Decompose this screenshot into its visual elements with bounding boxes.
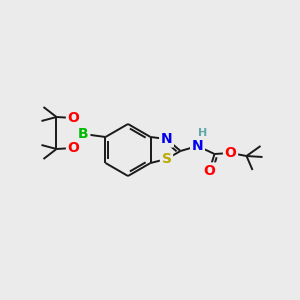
Text: H: H	[198, 128, 207, 138]
Text: N: N	[192, 139, 203, 153]
Text: O: O	[68, 111, 80, 125]
Text: S: S	[161, 152, 172, 166]
Text: O: O	[225, 146, 236, 160]
Text: O: O	[204, 164, 215, 178]
Text: N: N	[161, 132, 172, 146]
Text: B: B	[78, 127, 89, 141]
Text: O: O	[68, 141, 80, 155]
